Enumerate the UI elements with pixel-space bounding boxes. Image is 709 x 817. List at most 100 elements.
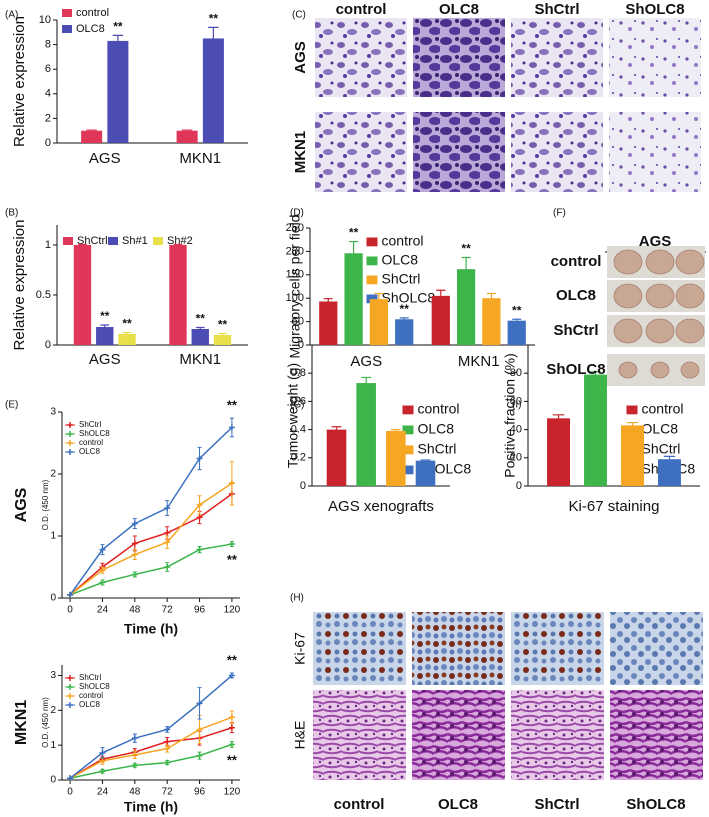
legend-label: ShCtrl [418, 441, 457, 457]
error-bar [78, 243, 87, 246]
line [69, 674, 233, 779]
y-axis-label: Positive fraction (%) [502, 353, 518, 477]
bar [547, 418, 570, 486]
legend-swatch [62, 25, 72, 33]
y-axis-label: Tumor weight (g) [285, 363, 301, 468]
column-label: OLC8 [439, 1, 479, 18]
error-bar [461, 256, 471, 270]
bar [169, 245, 187, 345]
y-tick-label: 1 [50, 740, 56, 751]
x-tick-label: 48 [129, 605, 141, 616]
micrograph [313, 690, 406, 780]
legend-label: OLC8 [79, 447, 100, 456]
row-label: AGS [292, 41, 309, 74]
legend-marker [67, 675, 73, 681]
tumor [675, 318, 705, 344]
legend-swatch [108, 237, 118, 245]
bar [658, 459, 681, 486]
panel-label: (H) [290, 593, 304, 604]
legend-marker [67, 422, 73, 428]
y-tick-label: 100 [286, 292, 304, 304]
y-tick-label: 0.8 [291, 367, 306, 379]
row-label: MKN1 [292, 131, 309, 174]
panel-label: (E) [5, 400, 18, 411]
micrograph [610, 612, 703, 685]
error-bar [512, 318, 522, 321]
y-tick-label: 0.4 [291, 424, 306, 436]
y-tick-label: 1 [50, 531, 56, 542]
bar [81, 130, 103, 143]
y-tick-label: 150 [286, 269, 304, 281]
legend-marker [67, 431, 73, 437]
marker [67, 591, 74, 598]
legend-swatch [366, 275, 378, 285]
row-label: Ki-67 [292, 632, 308, 665]
bar [96, 327, 114, 345]
x-tick-label: 120 [224, 787, 241, 798]
x-tick-label: 0 [67, 787, 73, 798]
legend-label: Sh#2 [167, 235, 193, 247]
marker [131, 520, 138, 527]
column-label: ShOLC8 [625, 1, 684, 18]
error-bar [323, 298, 333, 302]
error-bar [331, 426, 342, 430]
marker [196, 700, 203, 707]
micrograph [413, 112, 505, 192]
x-tick-label: 96 [194, 605, 206, 616]
bar [507, 320, 526, 345]
error-bar [420, 459, 431, 461]
legend-swatch [626, 405, 638, 415]
legend-marker [67, 440, 73, 446]
line [69, 716, 233, 779]
y-tick-label: 10 [39, 14, 51, 26]
marker [131, 540, 138, 547]
column-label: control [336, 1, 387, 18]
x-tick-label: AGS [350, 353, 382, 370]
marker [196, 514, 203, 521]
bar [369, 299, 389, 345]
bar [584, 374, 607, 486]
marker [164, 505, 171, 512]
column-label: ShCtrl [535, 796, 580, 813]
y-tick-label: 0 [50, 593, 56, 604]
marker [99, 579, 106, 586]
error-bar [86, 129, 97, 131]
row-label: H&E [292, 721, 308, 750]
y-tick-label: 0 [300, 480, 306, 492]
tumor [613, 283, 643, 309]
legend-label: OLC8 [382, 252, 419, 268]
legend-marker [67, 684, 73, 690]
y-tick-label: 0 [298, 339, 304, 351]
legend-label: ShCtrl [382, 271, 421, 287]
y-tick-label: 2 [50, 469, 56, 480]
photo-title: AGS [639, 233, 672, 250]
legend-label: control [79, 691, 103, 700]
marker [131, 551, 138, 558]
micrograph [313, 612, 406, 685]
error-bar [173, 243, 183, 246]
x-tick-label: 24 [97, 787, 109, 798]
bar [344, 253, 363, 345]
legend-label: ShCtrl [79, 673, 101, 682]
bar [621, 425, 644, 486]
error-bar [100, 324, 110, 327]
marker [228, 541, 235, 548]
line [69, 727, 233, 779]
line [69, 482, 233, 596]
bar [395, 319, 414, 345]
row-label: control [551, 253, 602, 270]
legend-marker [67, 702, 73, 708]
tumor [613, 318, 643, 344]
legend-label: ShOLC8 [79, 682, 110, 691]
x-axis-label: Time (h) [124, 799, 178, 815]
tumor [675, 249, 705, 275]
x-tick-label: 0 [67, 605, 73, 616]
bar [118, 334, 136, 345]
significance: ** [209, 12, 219, 26]
y-tick-label: 0.5 [36, 289, 51, 301]
bar [107, 40, 129, 143]
significance: ** [512, 303, 522, 317]
marker [164, 539, 171, 546]
